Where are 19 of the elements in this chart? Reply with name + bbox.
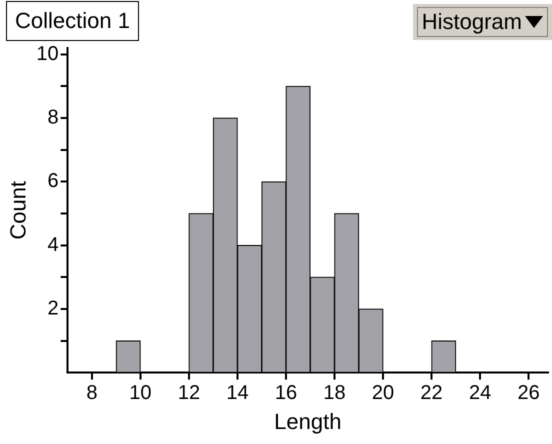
y-tick-label: 4 [48,234,59,256]
y-axis-title: Count [5,180,30,240]
x-axis-title: Length [274,408,342,434]
x-tick-label: 8 [86,382,98,404]
x-tick-label: 14 [226,382,249,404]
x-tick-label: 12 [178,382,200,404]
x-tick-label: 18 [323,382,346,404]
x-tick-label: 20 [372,382,394,404]
x-tick-label: 10 [129,382,152,404]
x-tick-label: 24 [468,382,492,404]
y-tick-label: 6 [48,170,59,192]
chart-title: Collection 1 [6,1,139,41]
y-tick-label: 10 [36,42,59,65]
y-tick-label: 2 [48,297,59,320]
text: Histogram [422,9,522,35]
x-tick-label: 22 [420,382,443,404]
x-tick-label: 16 [274,382,298,404]
x-tick-label: 26 [517,382,540,404]
y-tick-label: 8 [48,106,59,129]
